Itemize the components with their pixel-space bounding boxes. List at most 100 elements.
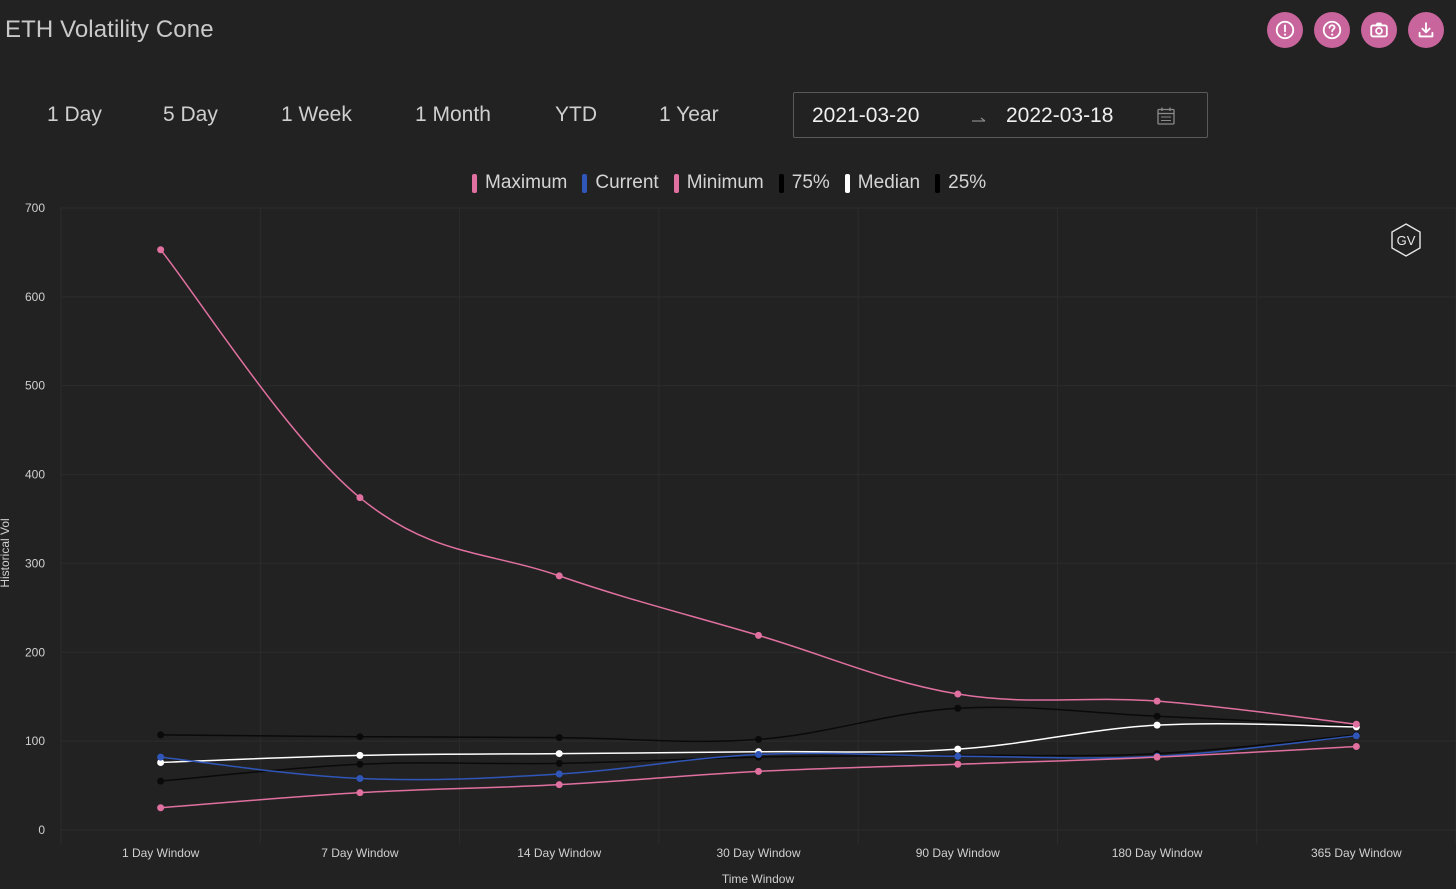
series-line-maximum: [160, 249, 1357, 726]
data-point-current[interactable]: [1352, 732, 1360, 740]
y-tick-label: 500: [25, 379, 45, 393]
legend-label: Maximum: [485, 172, 568, 193]
data-point-minimum[interactable]: [1153, 753, 1161, 761]
data-point-maximum[interactable]: [755, 631, 762, 639]
end-date-field[interactable]: 2022-03-18: [1006, 104, 1114, 127]
y-tick-label: 400: [25, 468, 45, 482]
y-tick-label: 0: [38, 823, 45, 837]
data-point-current[interactable]: [555, 770, 563, 778]
calendar-icon[interactable]: [1156, 106, 1176, 126]
screenshot-button[interactable]: [1361, 12, 1397, 48]
y-tick-label: 200: [25, 645, 45, 659]
data-point-25-pct[interactable]: [157, 777, 165, 785]
legend-item-median[interactable]: Median: [844, 172, 921, 194]
x-tick-label: 1 Day Window: [122, 846, 200, 860]
watermark-text: GV: [1397, 233, 1416, 248]
tab-1-year[interactable]: 1 Year: [659, 103, 719, 126]
data-point-25-pct[interactable]: [356, 760, 364, 768]
x-tick-label: 14 Day Window: [517, 846, 601, 860]
data-point-current[interactable]: [157, 753, 165, 761]
data-point-minimum[interactable]: [755, 767, 762, 775]
data-point-maximum[interactable]: [555, 572, 563, 580]
date-range-picker[interactable]: 2021-03-20 2022-03-18: [793, 92, 1208, 138]
data-point-median[interactable]: [954, 745, 962, 753]
gv-logo-icon: GV: [1391, 223, 1421, 257]
data-point-maximum[interactable]: [1352, 720, 1360, 728]
tab-1-week[interactable]: 1 Week: [281, 103, 352, 126]
y-axis-title: Historical Vol: [0, 518, 12, 587]
legend-swatch: [472, 173, 477, 193]
data-point-median[interactable]: [555, 750, 563, 758]
data-point-minimum[interactable]: [356, 789, 364, 797]
data-point-75-pct[interactable]: [157, 731, 165, 739]
data-point-median[interactable]: [157, 758, 165, 766]
page-title: ETH Volatility Cone: [5, 16, 214, 43]
data-point-maximum[interactable]: [356, 494, 364, 502]
data-point-maximum[interactable]: [954, 690, 962, 698]
data-point-minimum[interactable]: [954, 760, 962, 768]
data-point-minimum[interactable]: [555, 781, 563, 789]
data-point-current[interactable]: [356, 774, 364, 782]
legend-item-minimum[interactable]: Minimum: [673, 172, 764, 194]
data-point-75-pct[interactable]: [1153, 712, 1161, 720]
data-point-maximum[interactable]: [1153, 697, 1161, 705]
chart-series: [160, 249, 1357, 809]
data-point-current[interactable]: [755, 750, 762, 758]
data-point-maximum[interactable]: [157, 246, 165, 254]
arrow-right-icon: [972, 117, 986, 122]
legend-label: Minimum: [686, 172, 764, 193]
x-tick-label: 365 Day Window: [1311, 846, 1402, 860]
download-button[interactable]: [1408, 12, 1444, 48]
tab-5-day[interactable]: 5 Day: [163, 103, 218, 126]
legend-label: 75%: [791, 172, 830, 193]
volatility-cone-chart: 0 100 200 300 400 500 600 700 1 Day Window 7 Day…: [0, 201, 1456, 886]
legend-item-25[interactable]: 25%: [935, 172, 986, 194]
y-tick-label: 100: [25, 734, 45, 748]
legend-swatch: [778, 173, 784, 193]
legend-item-maximum[interactable]: Maximum: [472, 172, 567, 194]
legend-label: 25%: [948, 172, 987, 193]
camera-icon: [1370, 22, 1388, 38]
question-circle-icon: [1322, 20, 1342, 40]
legend-label: Current: [595, 172, 659, 193]
data-point-75-pct[interactable]: [755, 735, 762, 743]
x-tick-label: 90 Day Window: [916, 846, 1000, 860]
help-button[interactable]: [1314, 12, 1350, 48]
y-tick-label: 600: [25, 290, 45, 304]
x-axis-title: Time Window: [722, 872, 795, 886]
legend-swatch: [673, 173, 679, 193]
tab-1-day[interactable]: 1 Day: [47, 103, 102, 126]
y-tick-label: 300: [25, 556, 45, 570]
data-point-minimum[interactable]: [1352, 742, 1360, 750]
chart-points: [157, 246, 1360, 812]
data-point-current[interactable]: [954, 752, 962, 760]
x-axis: 1 Day Window 7 Day Window 14 Day Window 30 …: [122, 846, 1402, 860]
data-point-25-pct[interactable]: [555, 759, 563, 767]
legend-label: Median: [857, 172, 921, 193]
data-point-minimum[interactable]: [157, 804, 165, 812]
legend-item-current[interactable]: Current: [582, 172, 659, 194]
x-tick-label: 7 Day Window: [321, 846, 399, 860]
exclamation-circle-icon: [1275, 20, 1295, 40]
download-icon: [1418, 22, 1434, 38]
legend-swatch: [582, 173, 588, 193]
chart-grid: [60, 207, 1456, 844]
x-tick-label: 30 Day Window: [716, 846, 800, 860]
legend-item-75[interactable]: 75%: [778, 172, 830, 194]
data-point-median[interactable]: [356, 751, 364, 759]
data-point-median[interactable]: [1153, 721, 1161, 729]
start-date-field[interactable]: 2021-03-20: [812, 104, 920, 127]
y-tick-label: 700: [25, 201, 45, 215]
chart-legend: Maximum Current Minimum 75% Median 25%: [472, 172, 986, 194]
legend-swatch: [935, 173, 941, 193]
tab-1-month[interactable]: 1 Month: [415, 103, 491, 126]
data-point-75-pct[interactable]: [954, 704, 962, 712]
data-point-75-pct[interactable]: [356, 733, 364, 741]
x-tick-label: 180 Day Window: [1112, 846, 1203, 860]
data-point-75-pct[interactable]: [555, 734, 563, 742]
toolbar: [1267, 12, 1444, 48]
info-button[interactable]: [1267, 12, 1303, 48]
legend-swatch: [844, 173, 850, 193]
tab-ytd[interactable]: YTD: [555, 103, 597, 126]
